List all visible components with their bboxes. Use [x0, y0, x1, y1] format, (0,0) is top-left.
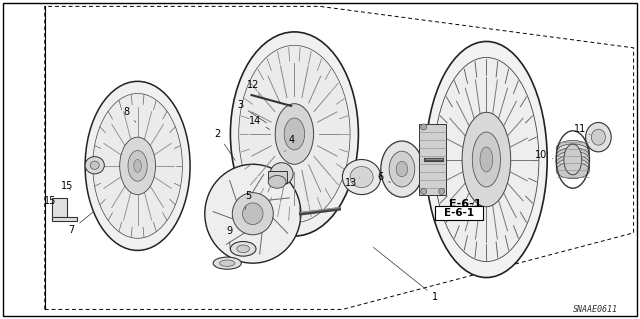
Ellipse shape — [213, 257, 241, 269]
Bar — [268, 171, 287, 183]
Ellipse shape — [270, 163, 293, 185]
Text: 8: 8 — [124, 107, 136, 122]
Ellipse shape — [237, 245, 250, 253]
Ellipse shape — [389, 151, 415, 187]
Text: E-6-1: E-6-1 — [449, 198, 482, 209]
Ellipse shape — [342, 160, 381, 195]
Ellipse shape — [480, 147, 493, 172]
Text: 5: 5 — [245, 191, 252, 210]
Ellipse shape — [396, 161, 408, 177]
Text: 7: 7 — [68, 212, 93, 235]
Ellipse shape — [90, 161, 99, 169]
Bar — [419, 124, 446, 195]
Ellipse shape — [128, 151, 147, 181]
Text: 3: 3 — [237, 100, 266, 123]
Ellipse shape — [239, 45, 350, 223]
Text: 11: 11 — [574, 123, 590, 135]
Ellipse shape — [284, 118, 305, 150]
Ellipse shape — [556, 148, 589, 164]
Bar — [52, 198, 67, 219]
Ellipse shape — [220, 260, 235, 266]
Text: E-6-1: E-6-1 — [444, 208, 474, 218]
Ellipse shape — [556, 162, 589, 179]
Ellipse shape — [232, 193, 273, 235]
Text: 10: 10 — [534, 150, 553, 160]
Circle shape — [420, 124, 427, 130]
Ellipse shape — [462, 112, 511, 207]
Ellipse shape — [472, 132, 500, 187]
Ellipse shape — [591, 129, 605, 145]
Circle shape — [438, 189, 445, 194]
Ellipse shape — [120, 137, 156, 195]
Ellipse shape — [434, 57, 539, 262]
Text: 6: 6 — [377, 172, 390, 182]
Ellipse shape — [564, 144, 582, 175]
Text: 12: 12 — [246, 79, 259, 96]
Ellipse shape — [556, 155, 589, 171]
Ellipse shape — [268, 175, 286, 188]
Text: 4: 4 — [285, 135, 294, 152]
Ellipse shape — [230, 32, 358, 236]
Text: 13: 13 — [344, 178, 360, 188]
Text: SNAAE0611: SNAAE0611 — [573, 305, 618, 314]
Ellipse shape — [586, 122, 611, 152]
Ellipse shape — [134, 160, 141, 172]
Ellipse shape — [85, 157, 104, 174]
Bar — [52, 217, 77, 221]
Text: 9: 9 — [226, 226, 232, 250]
Ellipse shape — [426, 41, 547, 278]
Ellipse shape — [275, 104, 314, 164]
Ellipse shape — [556, 151, 589, 168]
Ellipse shape — [556, 159, 589, 175]
Ellipse shape — [93, 93, 182, 238]
Text: 14: 14 — [248, 115, 269, 130]
Ellipse shape — [350, 167, 373, 188]
Ellipse shape — [556, 140, 589, 157]
Ellipse shape — [85, 81, 190, 250]
Text: 1: 1 — [373, 247, 438, 302]
Ellipse shape — [381, 141, 423, 197]
Ellipse shape — [243, 203, 263, 225]
Text: 15: 15 — [44, 196, 56, 206]
Ellipse shape — [556, 144, 589, 160]
Text: 15: 15 — [61, 181, 74, 191]
Ellipse shape — [205, 164, 301, 263]
Circle shape — [420, 189, 427, 194]
Text: 2: 2 — [214, 129, 236, 160]
Bar — [435, 206, 483, 220]
Ellipse shape — [230, 241, 256, 256]
